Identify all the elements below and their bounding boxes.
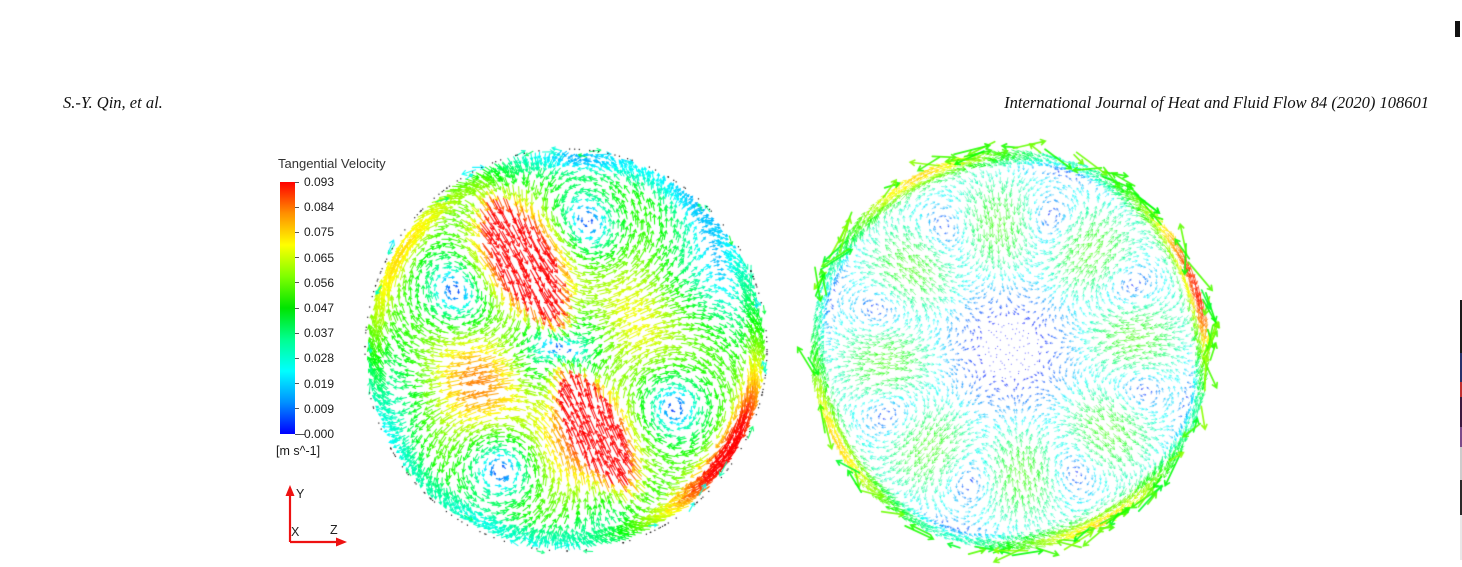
colorbar-legend: Tangential Velocity 0.093 0.084 0.075 0.065… (276, 156, 411, 466)
axis-label-y: Y (296, 487, 305, 501)
axis-triad: Y X Z (285, 485, 347, 547)
colorbar-tick (295, 282, 299, 284)
colorbar (280, 182, 295, 434)
legend-unit: [m s^-1] (276, 444, 321, 458)
vector-plot-right (788, 128, 1240, 567)
colorbar-tick (295, 206, 299, 208)
colorbar-ticks: 0.093 0.084 0.075 0.065 0.056 0.047 0.037 0.028… (276, 156, 411, 466)
colorbar-tick-label: 0.056 (304, 275, 335, 290)
colorbar-tick-label: 0.075 (304, 225, 335, 240)
colorbar-tick-label: 0.009 (304, 401, 335, 416)
colorbar-tick (295, 307, 299, 309)
page-corner-bar (1455, 21, 1460, 37)
colorbar-tick (295, 357, 299, 359)
colorbar-tick-label: 0.028 (304, 351, 335, 366)
running-head-author: S.-Y. Qin, et al. (63, 93, 163, 112)
colorbar-tick (295, 181, 299, 183)
colorbar-tick-label: 0.093 (304, 175, 335, 189)
colorbar-tick (295, 433, 305, 435)
z-axis-arrowhead-icon (336, 537, 347, 547)
vector-plot-left (360, 128, 780, 567)
colorbar-tick (295, 332, 299, 334)
legend-title: Tangential Velocity (278, 156, 386, 171)
colorbar-tick-label: 0.065 (304, 250, 335, 265)
axis-label-x: X (291, 525, 300, 539)
colorbar-tick-label: 0.019 (304, 376, 335, 391)
colorbar-tick-label: 0.047 (304, 301, 335, 315)
colorbar-tick (295, 257, 299, 259)
axis-label-z: Z (330, 523, 338, 537)
colorbar-tick-label: 0.000 (304, 427, 335, 441)
colorbar-tick (295, 231, 299, 233)
running-head-journal: International Journal of Heat and Fluid … (1004, 93, 1429, 112)
colorbar-tick-label: 0.084 (304, 200, 335, 215)
colorbar-tick (295, 383, 299, 385)
colorbar-tick-label: 0.037 (304, 326, 335, 341)
colorbar-tick (295, 408, 299, 410)
y-axis-arrowhead-icon (285, 485, 295, 496)
